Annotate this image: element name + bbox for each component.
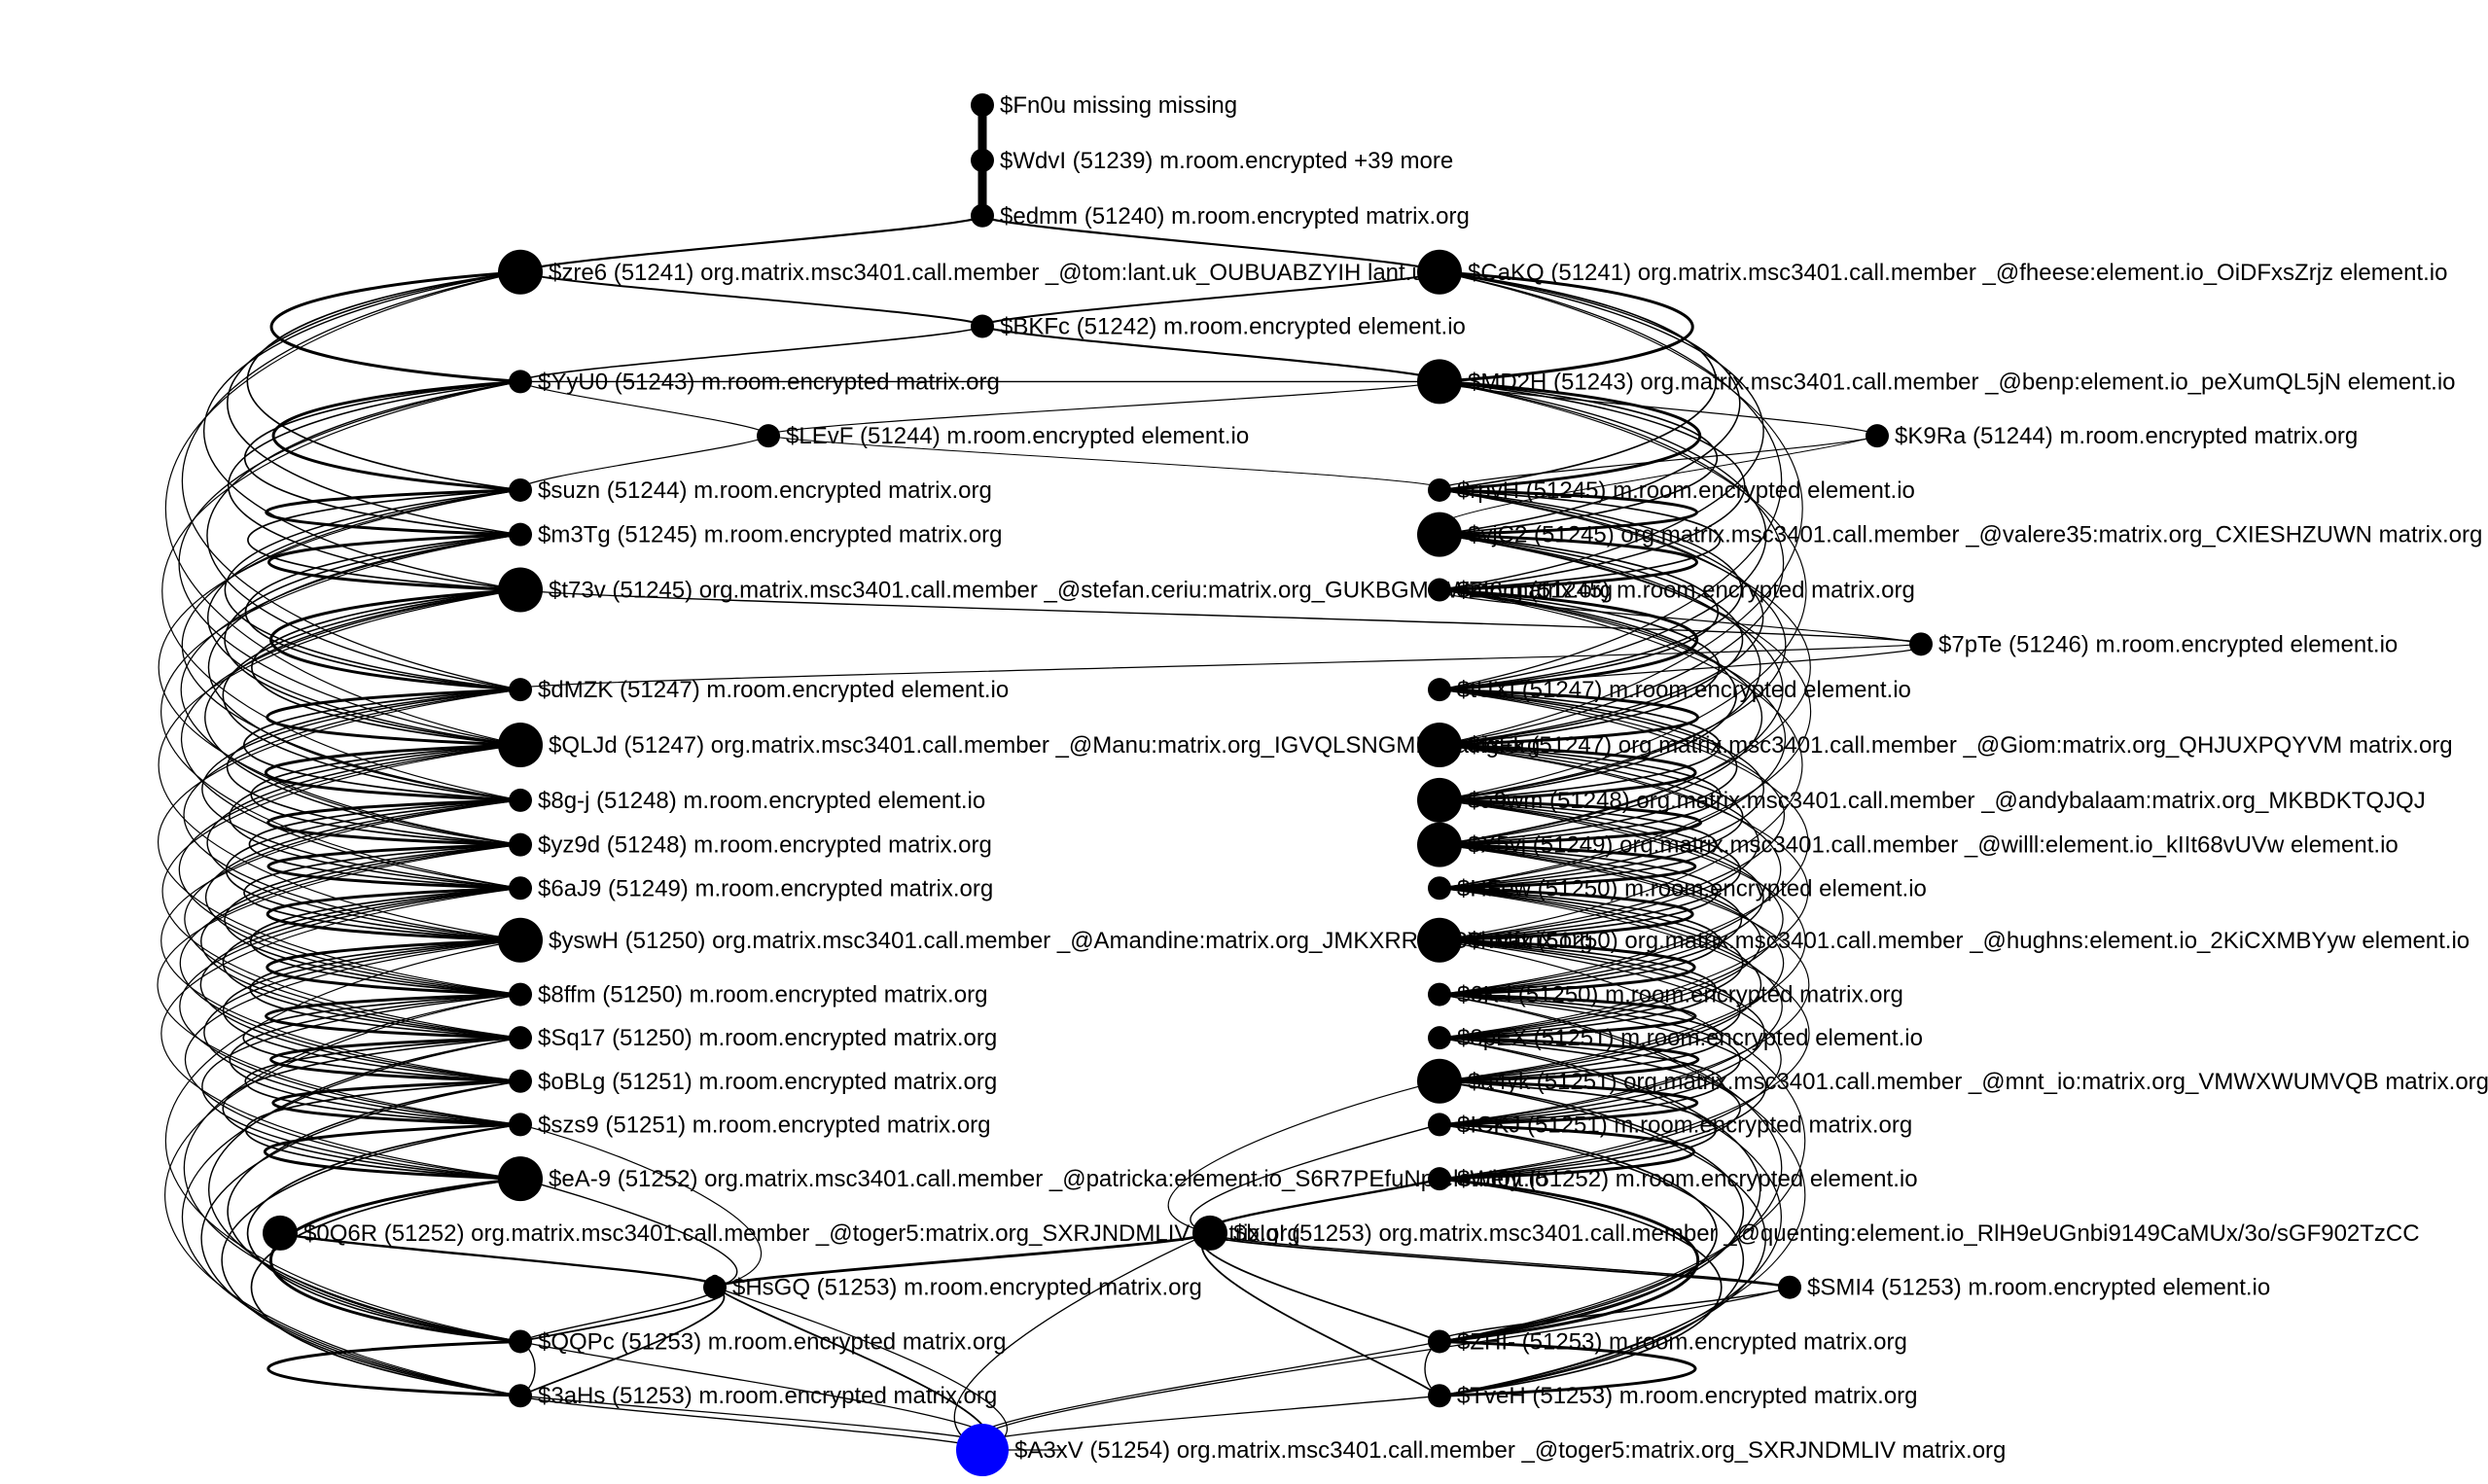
svg-text:$K9Ra (51244) m.room.encrypted: $K9Ra (51244) m.room.encrypted matrix.or… [1895, 423, 2358, 449]
svg-text:$SMI4 (51253) m.room.encrypted: $SMI4 (51253) m.room.encrypted element.i… [1807, 1275, 2270, 1301]
svg-text:$edmm (51240) m.room.encrypted: $edmm (51240) m.room.encrypted matrix.or… [1000, 203, 1470, 230]
svg-text:$tUXI (51247) m.room.encrypted: $tUXI (51247) m.room.encrypted element.i… [1457, 677, 1911, 703]
svg-text:$HFew (51250) m.room.encrypted: $HFew (51250) m.room.encrypted element.i… [1457, 875, 1927, 901]
svg-text:$t73v (51245) org.matrix.msc34: $t73v (51245) org.matrix.msc3401.call.me… [549, 578, 1613, 604]
svg-text:$zre6 (51241) org.matrix.msc34: $zre6 (51241) org.matrix.msc3401.call.me… [549, 260, 1438, 286]
svg-text:$HsGQ (51253) m.room.encrypted: $HsGQ (51253) m.room.encrypted matrix.or… [732, 1275, 1202, 1301]
svg-text:$yswH (51250) org.matrix.msc34: $yswH (51250) org.matrix.msc3401.call.me… [549, 928, 1593, 954]
svg-text:$3aHs (51253) m.room.encrypted: $3aHs (51253) m.room.encrypted matrix.or… [538, 1383, 997, 1409]
svg-text:$A3xV (51254) org.matrix.msc34: $A3xV (51254) org.matrix.msc3401.call.me… [1014, 1437, 2006, 1464]
svg-text:$Wi0y (51252) m.room.encrypted: $Wi0y (51252) m.room.encrypted element.i… [1457, 1166, 1918, 1192]
svg-text:$BKFc (51242) m.room.encrypted: $BKFc (51242) m.room.encrypted element.i… [1000, 314, 1466, 340]
svg-text:$6aJ9 (51249) m.room.encrypted: $6aJ9 (51249) m.room.encrypted matrix.or… [538, 875, 993, 901]
svg-text:$suzn (51244) m.room.encrypted: $suzn (51244) m.room.encrypted matrix.or… [538, 477, 992, 504]
svg-text:$a9wm (51248) org.matrix.msc34: $a9wm (51248) org.matrix.msc3401.call.me… [1468, 788, 2426, 814]
svg-text:$0Q6R (51252) org.matrix.msc34: $0Q6R (51252) org.matrix.msc3401.call.me… [303, 1220, 1300, 1247]
svg-text:$6K-i (51250) m.room.encrypted: $6K-i (51250) m.room.encrypted matrix.or… [1457, 982, 1903, 1008]
svg-text:$Fn0u missing missing: $Fn0u missing missing [1000, 92, 1237, 119]
svg-text:$Sq17 (51250) m.room.encrypted: $Sq17 (51250) m.room.encrypted matrix.or… [538, 1025, 997, 1051]
svg-text:$X5vj (51249) org.matrix.msc34: $X5vj (51249) org.matrix.msc3401.call.me… [1468, 832, 2399, 859]
svg-text:$CaKQ (51241) org.matrix.msc34: $CaKQ (51241) org.matrix.msc3401.call.me… [1468, 260, 2447, 286]
svg-text:$m3Tg (51245) m.room.encrypted: $m3Tg (51245) m.room.encrypted matrix.or… [538, 522, 1003, 548]
svg-text:$oBLg (51251) m.room.encrypted: $oBLg (51251) m.room.encrypted matrix.or… [538, 1069, 997, 1095]
svg-text:$8ffm (51250) m.room.encrypted: $8ffm (51250) m.room.encrypted matrix.or… [538, 982, 987, 1008]
svg-text:$7pTe (51246) m.room.encrypted: $7pTe (51246) m.room.encrypted element.i… [1938, 631, 2398, 657]
svg-text:$eA-9 (51252) org.matrix.msc34: $eA-9 (51252) org.matrix.msc3401.call.me… [549, 1166, 1548, 1192]
svg-text:$dMZK (51247) m.room.encrypted: $dMZK (51247) m.room.encrypted element.i… [538, 677, 1009, 703]
svg-text:$a4yk (51251) org.matrix.msc34: $a4yk (51251) org.matrix.msc3401.call.me… [1468, 1069, 2488, 1095]
svg-text:$bIgI (51253) org.matrix.msc34: $bIgI (51253) org.matrix.msc3401.call.me… [1233, 1220, 2420, 1247]
svg-text:$vjC2 (51245) org.matrix.msc34: $vjC2 (51245) org.matrix.msc3401.call.me… [1468, 522, 2482, 548]
svg-text:$8g-j (51248) m.room.encrypted: $8g-j (51248) m.room.encrypted element.i… [538, 788, 985, 814]
svg-text:$8pEX (51251) m.room.encrypted: $8pEX (51251) m.room.encrypted element.i… [1457, 1025, 1923, 1051]
svg-text:$hMfx (51250) org.matrix.msc34: $hMfx (51250) org.matrix.msc3401.call.me… [1468, 928, 2470, 954]
svg-text:$WdvI (51239) m.room.encrypted: $WdvI (51239) m.room.encrypted +39 more [1000, 148, 1453, 174]
svg-text:$LEvF (51244) m.room.encrypted: $LEvF (51244) m.room.encrypted element.i… [786, 423, 1249, 449]
svg-text:$ICKJ (51251) m.room.encrypted: $ICKJ (51251) m.room.encrypted matrix.or… [1457, 1112, 1912, 1138]
svg-text:$QQPc (51253) m.room.encrypted: $QQPc (51253) m.room.encrypted matrix.or… [538, 1328, 1007, 1355]
svg-text:$QLJd (51247) org.matrix.msc34: $QLJd (51247) org.matrix.msc3401.call.me… [549, 732, 1540, 759]
svg-text:$m6rg (51245) m.room.encrypted: $m6rg (51245) m.room.encrypted matrix.or… [1457, 578, 1915, 604]
svg-text:$igFk (51247) org.matrix.msc34: $igFk (51247) org.matrix.msc3401.call.me… [1468, 732, 2453, 759]
svg-text:$ZHI- (51253) m.room.encrypted: $ZHI- (51253) m.room.encrypted matrix.or… [1457, 1328, 1907, 1355]
svg-text:$YyU0 (51243) m.room.encrypted: $YyU0 (51243) m.room.encrypted matrix.or… [538, 369, 1000, 395]
svg-text:$rpvH (51245) m.room.encrypted: $rpvH (51245) m.room.encrypted element.i… [1457, 477, 1915, 504]
svg-text:$MD2H (51243) org.matrix.msc34: $MD2H (51243) org.matrix.msc3401.call.me… [1468, 369, 2456, 395]
svg-text:$yz9d (51248) m.room.encrypted: $yz9d (51248) m.room.encrypted matrix.or… [538, 832, 992, 859]
svg-text:$TveH (51253) m.room.encrypted: $TveH (51253) m.room.encrypted matrix.or… [1457, 1383, 1918, 1409]
svg-text:$szs9 (51251) m.room.encrypted: $szs9 (51251) m.room.encrypted matrix.or… [538, 1112, 991, 1138]
